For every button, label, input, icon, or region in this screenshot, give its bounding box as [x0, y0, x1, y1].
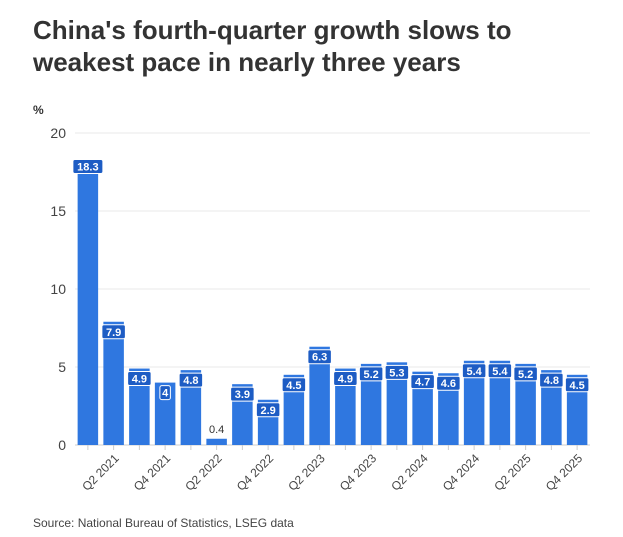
data-label-bg: [307, 349, 332, 365]
data-label: 5.2: [363, 369, 378, 381]
y-tick-label: 15: [50, 203, 66, 219]
bar: [541, 370, 562, 445]
data-label: 0.4: [209, 424, 224, 436]
x-tick-label: Q2 2023: [285, 451, 328, 494]
data-label-bg: [564, 377, 590, 393]
data-label-bg: [461, 363, 487, 379]
y-tick-label: 5: [58, 359, 66, 375]
data-label-bg: [384, 364, 410, 380]
x-tick-label: Q4 2023: [337, 451, 380, 494]
bar: [180, 370, 202, 445]
bar: [412, 371, 433, 445]
bar: [77, 159, 99, 445]
data-label: 18.3: [77, 162, 98, 174]
x-tick-label: Q4 2021: [131, 451, 174, 494]
bar: [438, 373, 459, 445]
x-tick-label: Q2 2022: [182, 451, 225, 494]
y-tick-label: 0: [58, 437, 66, 453]
data-label: 4.5: [569, 380, 584, 392]
data-label: 5.4: [492, 366, 508, 378]
data-label-bg: [333, 371, 358, 387]
bar: [335, 368, 356, 445]
data-label-bg: [281, 377, 307, 393]
x-tick-label: Q2 2021: [79, 451, 122, 494]
data-label-bg: [410, 374, 435, 390]
bar: [489, 360, 511, 445]
bar: [206, 438, 227, 445]
data-label-bg: [72, 159, 104, 175]
x-tick-label: Q2 2024: [388, 451, 431, 494]
data-label: 4.8: [183, 375, 198, 387]
data-label-bg: [539, 372, 564, 388]
x-tick-label: Q4 2025: [543, 451, 586, 494]
data-label-bg: [101, 324, 126, 340]
data-label-bg: [230, 386, 255, 402]
data-label-bg: [127, 371, 152, 387]
source-note: Source: National Bureau of Statistics, L…: [33, 516, 294, 530]
data-label-bg: [436, 375, 461, 391]
bar: [129, 368, 150, 445]
bar: [515, 363, 536, 445]
y-axis-unit: %: [33, 103, 44, 117]
bar: [386, 362, 408, 445]
data-label: 4.5: [286, 380, 301, 392]
data-label: 5.4: [466, 366, 482, 378]
bar: [463, 360, 485, 445]
data-label-bg: [178, 372, 204, 388]
x-tick-label: Q4 2024: [440, 451, 483, 494]
data-label-bg: [513, 366, 538, 382]
bar: [103, 321, 124, 445]
bar: [566, 374, 588, 445]
x-tick-label: Q2 2025: [491, 451, 534, 494]
data-label: 4.7: [415, 377, 430, 389]
bar: [283, 374, 305, 445]
data-label: 4.6: [441, 378, 456, 390]
data-label: 4.8: [544, 375, 559, 387]
data-label: 7.9: [106, 327, 121, 339]
y-tick-label: 20: [50, 125, 66, 141]
data-label: 6.3: [312, 352, 327, 364]
data-label: 4: [162, 388, 169, 400]
data-label: 3.9: [235, 389, 250, 401]
data-label: 4.9: [338, 374, 353, 386]
data-label: 2.9: [260, 405, 275, 417]
x-tick-label: Q4 2022: [234, 451, 277, 494]
data-label: 5.3: [389, 367, 404, 379]
y-tick-label: 10: [50, 281, 66, 297]
data-label-bg: [255, 402, 281, 418]
data-label: 4.9: [132, 374, 147, 386]
data-label-bg: [358, 366, 384, 382]
bar: [360, 363, 382, 445]
data-label: 5.2: [518, 369, 533, 381]
data-label-bg: [487, 363, 513, 379]
chart-title: China's fourth-quarter growth slows to w…: [33, 15, 512, 77]
bar: [309, 346, 330, 445]
data-label-bg: [159, 385, 171, 401]
